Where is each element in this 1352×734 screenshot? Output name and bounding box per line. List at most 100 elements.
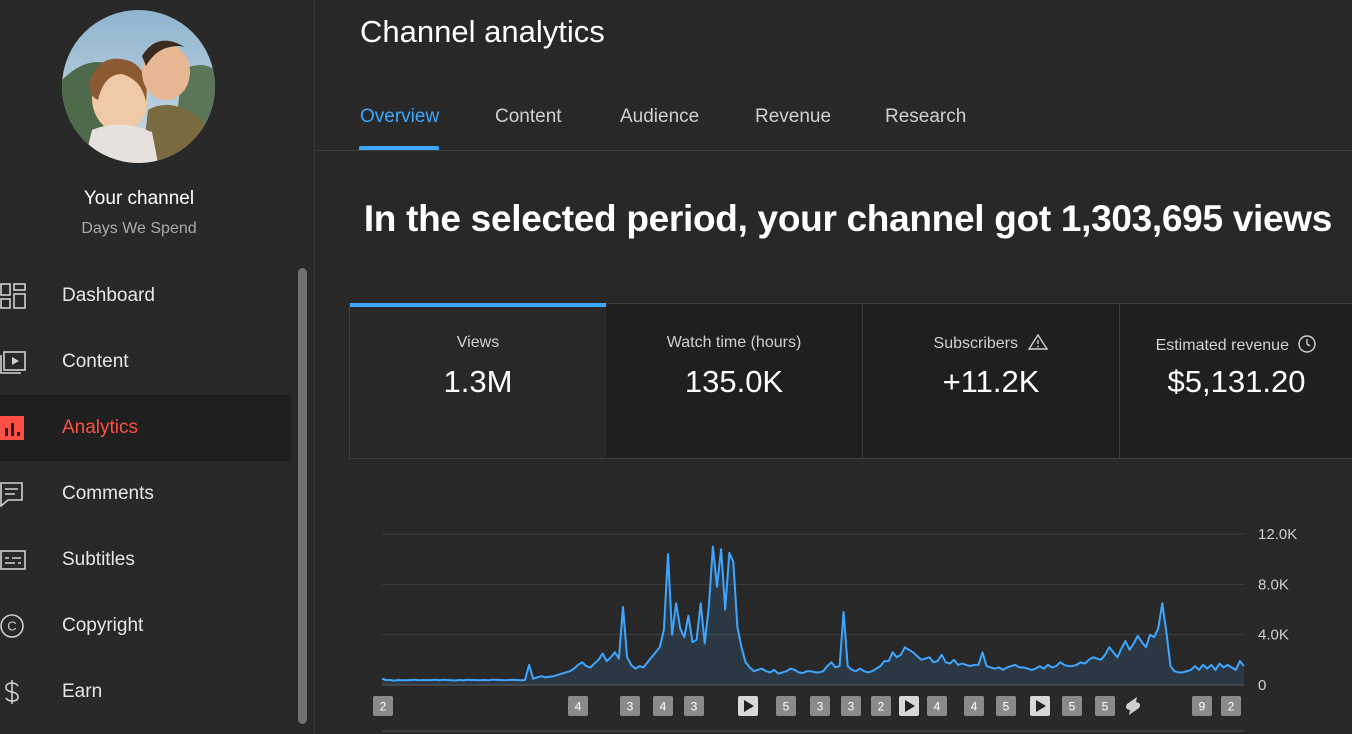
- upload-count-marker[interactable]: 2: [871, 696, 891, 716]
- metric-label: Watch time (hours): [666, 334, 802, 351]
- upload-count-marker[interactable]: 4: [568, 696, 588, 716]
- dashboard-icon: [0, 283, 26, 309]
- sidebar-item-label: Content: [62, 351, 129, 372]
- metric-card-revenue[interactable]: Estimated revenue $5,131.20: [1120, 304, 1352, 458]
- metric-label: Views: [456, 334, 500, 351]
- upload-count-marker[interactable]: 3: [841, 696, 861, 716]
- sidebar-item-label: Subtitles: [62, 549, 135, 570]
- y-tick-label: 8.0K: [1258, 576, 1289, 593]
- metric-card-watch-time[interactable]: Watch time (hours) 135.0K: [606, 304, 863, 458]
- chart-area: [382, 546, 1244, 685]
- marker-box: [776, 696, 796, 716]
- marker-count: 3: [848, 700, 855, 714]
- sidebar-item-label: Analytics: [62, 417, 139, 438]
- upload-count-marker[interactable]: 4: [964, 696, 984, 716]
- marker-box: [927, 696, 947, 716]
- marker-count: 3: [817, 700, 824, 714]
- sidebar-item-copyright[interactable]: C Copyright: [0, 593, 291, 659]
- video-marker[interactable]: [738, 696, 758, 716]
- sidebar-item-comments[interactable]: Comments: [0, 461, 291, 527]
- metric-label-text: Subscribers: [933, 335, 1019, 352]
- tab-revenue[interactable]: Revenue: [755, 106, 832, 127]
- metric-value: +11.2K: [942, 364, 1040, 399]
- tab-research[interactable]: Research: [885, 106, 967, 127]
- tab-audience[interactable]: Audience: [620, 106, 700, 127]
- marker-count: 9: [1199, 700, 1206, 714]
- marker-box: [1095, 696, 1115, 716]
- marker-box: [568, 696, 588, 716]
- sidebar-item-label: Copyright: [62, 615, 144, 636]
- views-headline: In the selected period, your channel got…: [363, 198, 1332, 239]
- tab-content[interactable]: Content: [495, 106, 562, 127]
- content-icon: [0, 351, 26, 374]
- metric-value: $5,131.20: [1167, 364, 1306, 399]
- upload-count-marker[interactable]: 4: [653, 696, 673, 716]
- metric-value: 135.0K: [684, 364, 784, 399]
- upload-count-marker[interactable]: 5: [996, 696, 1016, 716]
- warning-icon[interactable]: [1028, 333, 1049, 350]
- y-tick-label: 0: [1258, 677, 1266, 694]
- video-marker[interactable]: [899, 696, 919, 716]
- upload-count-marker[interactable]: 2: [373, 696, 393, 716]
- comments-icon: [0, 482, 23, 507]
- marker-count: 5: [1003, 700, 1010, 714]
- marker-box: [841, 696, 861, 716]
- marker-box: [1221, 696, 1241, 716]
- marker-box: [996, 696, 1016, 716]
- upload-count-marker[interactable]: 5: [1095, 696, 1115, 716]
- marker-count: 3: [691, 700, 698, 714]
- metric-card-subscribers[interactable]: Subscribers +11.2K: [863, 304, 1120, 458]
- copyright-icon: C: [0, 614, 24, 638]
- sidebar-item-content[interactable]: Content: [0, 329, 291, 395]
- views-chart[interactable]: 12.0K 8.0K 4.0K 0 2 4 3 4 3 5 3 3 2 4 4 5 5 5 9 2: [370, 515, 1352, 734]
- upload-count-marker[interactable]: 2: [1221, 696, 1241, 716]
- marker-count: 2: [380, 700, 387, 714]
- marker-box: [684, 696, 704, 716]
- upload-count-marker[interactable]: 3: [684, 696, 704, 716]
- y-tick-label: 12.0K: [1258, 526, 1297, 543]
- marker-count: 3: [627, 700, 634, 714]
- chart-line: [381, 545, 1245, 682]
- metric-label: Subscribers: [863, 333, 1119, 353]
- marker-count: 2: [1228, 700, 1235, 714]
- sidebar: Your channel Days We Spend Dashboard Con…: [0, 0, 315, 734]
- tab-overview[interactable]: Overview: [360, 106, 440, 127]
- dollar-icon: [5, 680, 19, 704]
- video-marker[interactable]: [1030, 696, 1050, 716]
- avatar[interactable]: [62, 10, 215, 163]
- upload-count-marker[interactable]: 3: [810, 696, 830, 716]
- sidebar-scrollbar[interactable]: [298, 268, 307, 724]
- subtitles-icon: [0, 550, 26, 570]
- clock-icon[interactable]: [1297, 334, 1317, 354]
- sidebar-item-label: Earn: [62, 681, 103, 702]
- marker-box: [810, 696, 830, 716]
- play-icon: [1036, 700, 1046, 712]
- marker-box: [964, 696, 984, 716]
- active-tab-indicator: [359, 146, 439, 150]
- marker-count: 5: [1069, 700, 1076, 714]
- marker-box: [653, 696, 673, 716]
- upload-count-marker[interactable]: 4: [927, 696, 947, 716]
- marker-count: 4: [934, 700, 941, 714]
- page-title: Channel analytics: [360, 14, 605, 49]
- tab-bar: [315, 90, 1352, 151]
- metric-value: 1.3M: [443, 364, 513, 399]
- metric-card-views[interactable]: Views 1.3M: [350, 303, 607, 458]
- y-tick-label: 4.0K: [1258, 627, 1289, 644]
- shorts-marker[interactable]: [1126, 697, 1140, 715]
- svg-text:C: C: [7, 619, 16, 634]
- sidebar-item-subtitles[interactable]: Subtitles: [0, 527, 291, 593]
- marker-box: [871, 696, 891, 716]
- upload-count-marker[interactable]: 5: [776, 696, 796, 716]
- upload-count-marker[interactable]: 5: [1062, 696, 1082, 716]
- avatar-photo: [62, 10, 215, 163]
- chart-markers: 2 4 3 4 3 5 3 3 2 4 4 5 5 5 9 2: [373, 696, 1241, 716]
- sidebar-item-label: Comments: [62, 483, 154, 504]
- upload-count-marker[interactable]: 3: [620, 696, 640, 716]
- upload-count-marker[interactable]: 9: [1192, 696, 1212, 716]
- sidebar-item-analytics[interactable]: Analytics: [0, 395, 291, 461]
- sidebar-item-dashboard[interactable]: Dashboard: [0, 263, 291, 329]
- sidebar-item-earn[interactable]: Earn: [0, 659, 291, 725]
- marker-count: 4: [660, 700, 667, 714]
- play-icon: [744, 700, 754, 712]
